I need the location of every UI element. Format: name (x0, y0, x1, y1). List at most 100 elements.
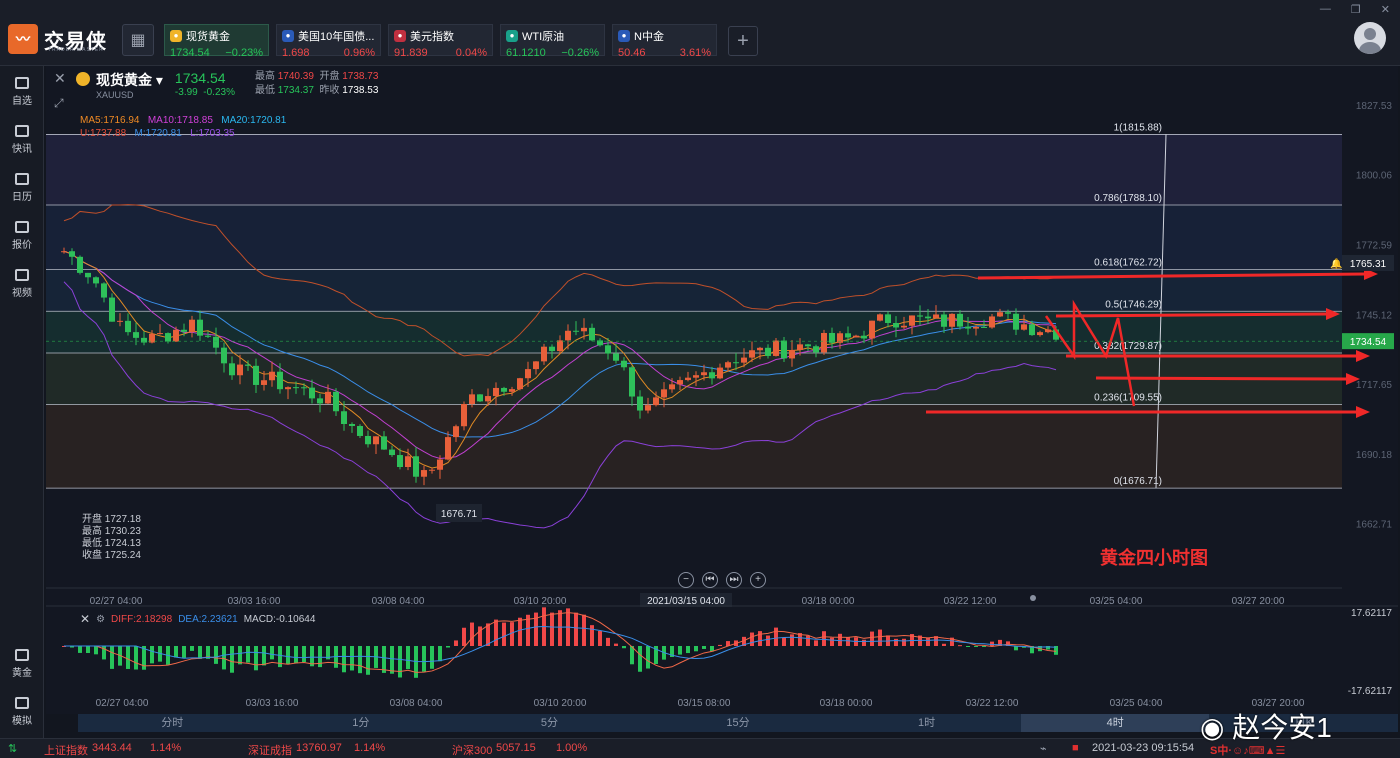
macd-bar (942, 643, 946, 646)
macd-bar (190, 646, 194, 651)
sidebar-item-4[interactable]: 报价 (0, 212, 44, 260)
candle-body (789, 350, 795, 359)
macd-bar (622, 646, 626, 649)
candle-body (589, 327, 595, 341)
datetime: 2021-03-23 09:15:54 (1092, 742, 1195, 754)
close-chart-icon[interactable]: ✕ (54, 70, 66, 86)
price-axis-label: 1662.71 (1356, 520, 1393, 531)
zoom-in-button[interactable]: + (750, 572, 766, 588)
timeframe-7[interactable]: 日K (1294, 717, 1313, 729)
sidebar-bottom-item-2[interactable]: 模拟 (0, 688, 44, 736)
symbol-code: XAUUSD (96, 90, 134, 100)
timeframe-5[interactable]: 1时 (918, 717, 936, 729)
grid-menu-button[interactable]: ▦ (122, 24, 154, 56)
timeframe-2[interactable]: 1分 (352, 717, 370, 729)
quote-tab-price: 61.1210 (506, 47, 546, 59)
macd-bar (726, 641, 730, 646)
sidebar-item-label: 日历 (12, 192, 32, 203)
sidebar-item-1[interactable]: 自选 (0, 68, 44, 116)
candle-body (925, 316, 931, 319)
quote-tab-change: 0.04% (455, 47, 487, 59)
candle-body (941, 314, 947, 327)
sidebar-item-3[interactable]: 日历 (0, 164, 44, 212)
macd-bar (958, 645, 962, 647)
macd-bar (302, 646, 306, 663)
ime-icon[interactable]: S中·☺♪⌨▲☰ (1210, 745, 1286, 757)
macd-bar (790, 634, 794, 646)
forward-button[interactable]: ⏭ (726, 572, 742, 588)
ma5-value: MA5:1716.94 (80, 115, 140, 126)
candle-body (645, 405, 651, 411)
candle-body (1029, 324, 1035, 336)
close-macd-icon[interactable]: ✕ (80, 612, 91, 626)
ohlc-box: 开盘 1727.18 最高 1730.23 最低 1724.13 收盘 1725… (82, 514, 141, 562)
candle-body (909, 315, 915, 326)
macd-bar (782, 637, 786, 646)
sz-index-label[interactable]: 深证成指 (248, 745, 292, 757)
macd-bar (318, 646, 322, 668)
close-window-button[interactable]: ✕ (1380, 4, 1390, 16)
quote-tab-2[interactable]: ● 美国10年国债... 1.698 0.96% (276, 24, 381, 59)
quote-tab-4[interactable]: ● WTI原油 61.1210 −0.26% (500, 24, 605, 59)
connection-icon[interactable]: ⌁ (1040, 743, 1047, 755)
candle-body (557, 340, 563, 352)
sh-index-label[interactable]: 上证指数 (44, 745, 88, 757)
macd-bar (686, 646, 690, 654)
candle-body (501, 387, 507, 392)
macd-time-label: 03/15 08:00 (678, 698, 731, 709)
user-avatar[interactable] (1354, 22, 1386, 54)
high-value: 1740.39 (277, 71, 314, 82)
macd-bar (382, 646, 386, 673)
candle-body (125, 320, 131, 333)
candle-body (213, 336, 219, 348)
zoom-out-button[interactable]: − (678, 572, 694, 588)
candle-body (469, 394, 475, 405)
sidebar-bottom-item-1[interactable]: 黄金 (0, 640, 44, 688)
candle-body (405, 456, 411, 468)
minimize-button[interactable]: — (1319, 3, 1331, 15)
sidebar-item-2[interactable]: 快讯 (0, 116, 44, 164)
macd-bar (278, 646, 282, 668)
chart-panel[interactable]: ✕ 现货黄金 ▾ XAUUSD 1734.54 -3.99 -0.23% 最高 … (46, 66, 1398, 732)
gold-coin-icon (76, 72, 90, 86)
quote-tab-5[interactable]: ● N中金 50.46 3.61% (612, 24, 717, 59)
add-tab-button[interactable]: + (728, 26, 758, 56)
quote-tab-1[interactable]: ● 现货黄金 1734.54 −0.23% (164, 24, 269, 59)
timeframe-1[interactable]: 分时 (161, 717, 184, 729)
market-down-icon: ⇅ (8, 743, 18, 755)
macd-bar (366, 646, 370, 675)
macd-bar (222, 646, 226, 670)
fib-label: 0(1676.71) (1114, 476, 1162, 487)
timeframe-6[interactable]: 4时 (1020, 714, 1210, 732)
candle-body (381, 436, 387, 450)
settings-icon[interactable]: ⚙ (96, 613, 106, 625)
sidebar-item-5[interactable]: 视频 (0, 260, 44, 308)
fib-zone (46, 205, 1342, 270)
candlestick-chart[interactable]: 1(1815.88) 0.786(1788.10) 0.618(1762.72) 0.… (46, 66, 1398, 714)
fib-label: 0.786(1788.10) (1094, 193, 1162, 204)
restore-button[interactable]: ❐ (1350, 4, 1361, 16)
quote-tab-3[interactable]: ● 美元指数 91.839 0.04% (388, 24, 493, 59)
candle-body (1037, 332, 1043, 336)
draw-tool-icon[interactable]: ⤢ (54, 96, 64, 110)
low-label: 最低 (254, 85, 275, 96)
macd-bar (454, 640, 458, 646)
macd-bar (462, 627, 466, 646)
macd-bar (870, 631, 874, 646)
macd-bar (822, 631, 826, 646)
candle-body (365, 435, 371, 445)
rewind-button[interactable]: ⏮ (702, 572, 718, 588)
macd-bar (110, 646, 114, 669)
hs300-label[interactable]: 沪深300 (452, 745, 493, 757)
macd-bar (150, 646, 154, 664)
timeframe-3[interactable]: 5分 (540, 717, 558, 729)
candle-body (397, 455, 403, 468)
symbol-name[interactable]: 现货黄金 ▾ (96, 72, 163, 88)
timeframe-4[interactable]: 15分 (726, 717, 750, 729)
app-logo[interactable]: 〰 交易侠 (8, 24, 107, 54)
sidebar-item-label: 模拟 (12, 716, 32, 727)
candle-body (205, 335, 211, 337)
candle-body (453, 426, 459, 438)
current-price-value: 1734.54 (1350, 337, 1387, 348)
fib-label: 0.5(1746.29) (1105, 299, 1162, 310)
